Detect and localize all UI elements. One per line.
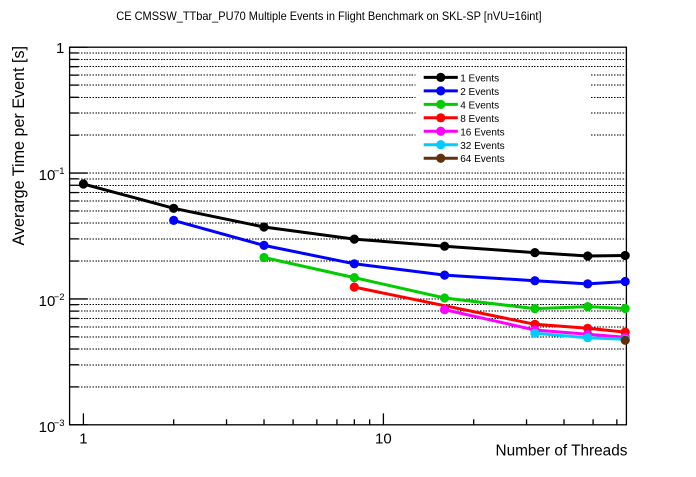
svg-text:10: 10 [39, 293, 56, 310]
svg-text:Number of Threads: Number of Threads [496, 443, 628, 460]
svg-text:1: 1 [79, 431, 87, 448]
svg-text:10: 10 [39, 167, 56, 184]
svg-text:8 Events: 8 Events [460, 114, 499, 125]
svg-text:1: 1 [56, 40, 64, 57]
svg-text:4 Events: 4 Events [460, 100, 499, 111]
svg-text:−3: −3 [54, 418, 65, 429]
svg-text:64 Events: 64 Events [460, 154, 504, 165]
svg-text:1 Events: 1 Events [460, 73, 499, 84]
svg-text:16 Events: 16 Events [460, 127, 504, 138]
svg-text:10: 10 [39, 419, 56, 436]
svg-text:32 Events: 32 Events [460, 141, 504, 152]
svg-text:10: 10 [375, 431, 392, 448]
svg-text:−2: −2 [54, 292, 65, 303]
svg-text:−1: −1 [54, 166, 65, 177]
svg-text:CE CMSSW_TTbar_PU70 Multiple E: CE CMSSW_TTbar_PU70 Multiple Events in F… [116, 9, 541, 23]
svg-text:2 Events: 2 Events [460, 87, 499, 98]
svg-text:Averarge Time per Event [s]: Averarge Time per Event [s] [9, 46, 28, 246]
